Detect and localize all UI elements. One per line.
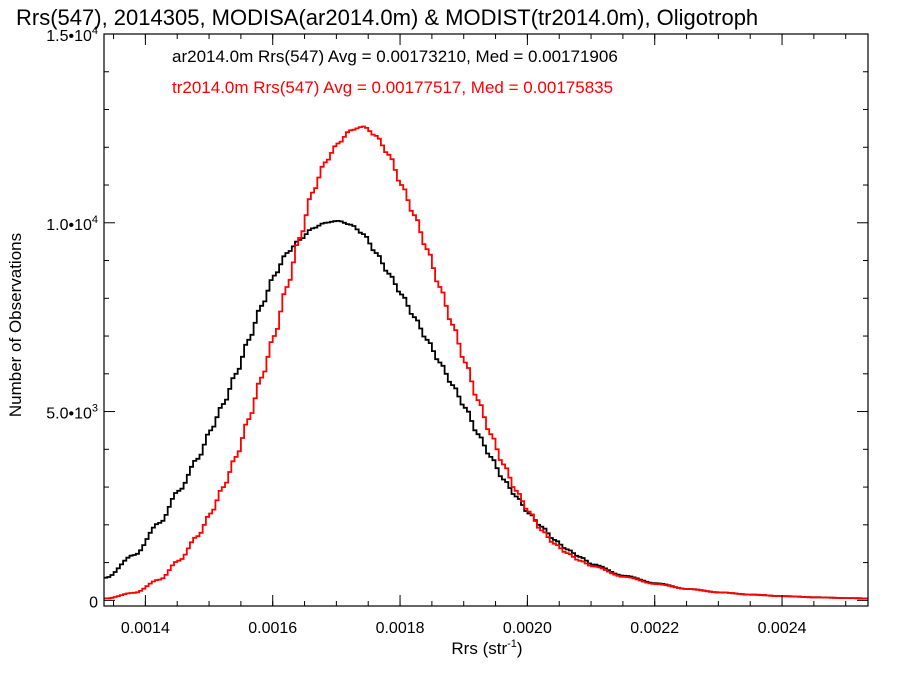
x-tick-labels: 0.0014 0.0016 0.0018 0.0020 0.0022 0.0024 xyxy=(121,620,807,637)
x-axis-label-main: Rrs (str xyxy=(451,639,507,658)
legend-entry-ar2014: ar2014.0m Rrs(547) Avg = 0.00173210, Med… xyxy=(172,47,618,66)
y-tick-label: 1.0•104 xyxy=(46,214,98,234)
axis-ticks xyxy=(104,33,868,606)
plot-series xyxy=(104,125,868,600)
chart-title: Rrs(547), 2014305, MODISA(ar2014.0m) & M… xyxy=(16,5,758,30)
y-tick-label: 1.5•104 xyxy=(46,25,98,45)
x-tick-label: 0.0018 xyxy=(376,620,425,637)
legend-entry-tr2014: tr2014.0m Rrs(547) Avg = 0.00177517, Med… xyxy=(172,78,613,97)
y-tick-label: 5.0•103 xyxy=(46,403,98,423)
x-tick-label: 0.0014 xyxy=(121,620,170,637)
y-tick-labels: 0 5.0•103 1.0•104 1.5•104 xyxy=(46,25,98,611)
x-tick-label: 0.0022 xyxy=(630,620,679,637)
y-axis-label: Number of Observations xyxy=(6,233,25,417)
x-tick-label: 0.0024 xyxy=(758,620,807,637)
x-tick-label: 0.0016 xyxy=(248,620,297,637)
x-axis-label-exponent: -1 xyxy=(507,638,517,650)
series-line-0 xyxy=(104,220,868,600)
series-line-1 xyxy=(104,125,868,600)
x-tick-label: 0.0020 xyxy=(503,620,552,637)
y-tick-label: 0 xyxy=(89,594,98,611)
x-axis-label: Rrs (str-1) xyxy=(451,638,522,658)
x-axis-label-tail: ) xyxy=(517,639,523,658)
plot-frame xyxy=(103,33,869,607)
